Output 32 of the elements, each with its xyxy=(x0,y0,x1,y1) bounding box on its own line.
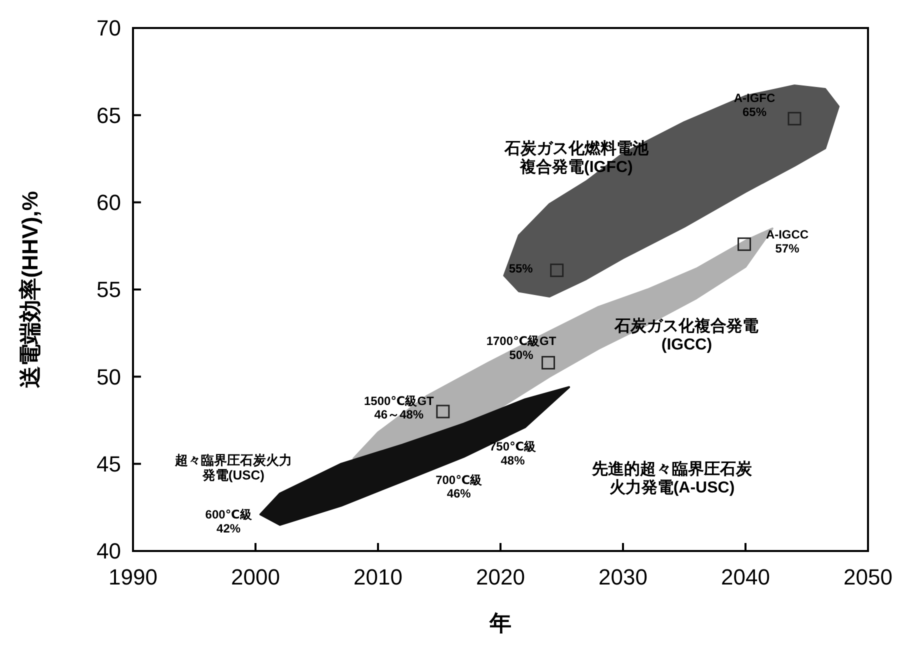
annotation: 55% xyxy=(508,262,534,276)
point xyxy=(436,404,450,418)
annotation: 超々臨界圧石炭火力発電(USC) xyxy=(174,452,292,482)
y-tick-label: 70 xyxy=(96,16,121,41)
annotation: A-IGFC 65% xyxy=(734,90,776,119)
x-tick-label: 2020 xyxy=(476,564,525,590)
annotation: 700℃級 46% xyxy=(436,472,484,501)
annotation: 石炭ガス化複合発電(IGCC) xyxy=(614,317,759,354)
point xyxy=(550,264,564,278)
x-tick-label: 1990 xyxy=(108,564,158,590)
annotation: 1700℃級GT 50% xyxy=(486,334,557,362)
annotation: 600℃級 42% xyxy=(205,508,253,536)
x-tick-label: 2010 xyxy=(354,564,402,590)
x-tick-label: 2030 xyxy=(598,564,648,590)
x-axis-title: 年 xyxy=(488,610,512,636)
x-tick-label: 2050 xyxy=(844,564,892,590)
y-tick-label: 55 xyxy=(96,277,121,302)
annotation: A-IGCC 57% xyxy=(766,227,809,256)
point xyxy=(738,237,752,251)
annotation: 1500℃級GT 46～48% xyxy=(364,394,435,422)
y-tick-label: 45 xyxy=(96,452,121,477)
y-tick-label: 65 xyxy=(96,102,121,128)
point xyxy=(542,356,556,370)
x-tick-label: 2040 xyxy=(721,564,770,590)
point xyxy=(788,112,802,126)
y-tick-label: 60 xyxy=(96,190,121,216)
y-tick-label: 50 xyxy=(96,364,121,390)
y-axis-title: 送電端効率(HHV),% xyxy=(18,191,43,388)
annotation: 先進的超々臨界圧石炭火力発電(A-USC) xyxy=(591,460,753,497)
x-tick-label: 2000 xyxy=(231,564,280,590)
annotation: 750℃級 48% xyxy=(489,440,538,468)
y-tick-label: 40 xyxy=(96,538,121,564)
